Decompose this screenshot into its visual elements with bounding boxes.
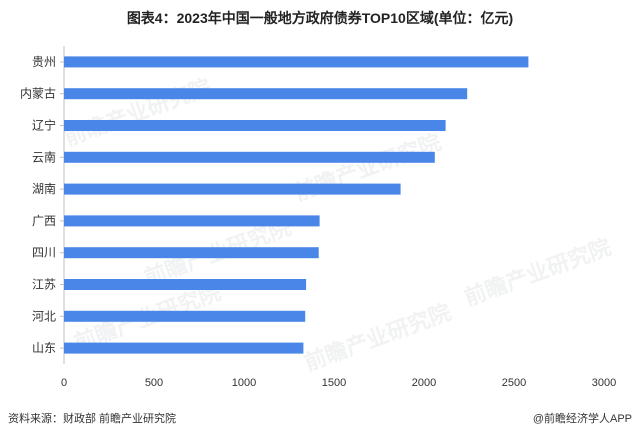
category-label: 广西 — [32, 214, 56, 228]
x-tick-label: 1000 — [232, 377, 256, 389]
bar-1 — [64, 56, 529, 68]
bar-2 — [64, 88, 468, 100]
bar-3 — [64, 120, 446, 131]
x-tick-label: 3000 — [592, 377, 616, 389]
bar-5 — [64, 183, 401, 195]
category-label: 河北 — [32, 309, 56, 323]
x-tick-label: 2000 — [412, 377, 436, 389]
x-tick-label: 500 — [145, 377, 163, 389]
x-tick-label: 1500 — [322, 377, 346, 389]
category-label: 内蒙古 — [20, 86, 56, 101]
source-note: 资料来源：财政部 前瞻产业研究院 — [8, 413, 177, 425]
category-label: 四川 — [32, 246, 56, 260]
category-label: 山东 — [32, 341, 56, 355]
x-tick-label: 0 — [61, 377, 67, 389]
x-tick-label: 2500 — [502, 377, 526, 389]
category-label: 辽宁 — [32, 118, 56, 133]
category-label: 云南 — [32, 149, 56, 164]
bar-4 — [64, 151, 435, 163]
bar-8 — [64, 279, 307, 290]
category-label: 湖南 — [32, 181, 56, 196]
bar-10 — [64, 342, 304, 354]
bar-6 — [64, 215, 320, 227]
brand-label: @前瞻经济学人APP — [532, 413, 632, 425]
chart-title: 图表4：2023年中国一般地方政府债券TOP10区域(单位：亿元) — [126, 10, 514, 26]
category-label: 贵州 — [32, 55, 56, 69]
category-label: 江苏 — [32, 278, 56, 292]
bar-9 — [64, 310, 306, 322]
bar-7 — [64, 247, 319, 259]
